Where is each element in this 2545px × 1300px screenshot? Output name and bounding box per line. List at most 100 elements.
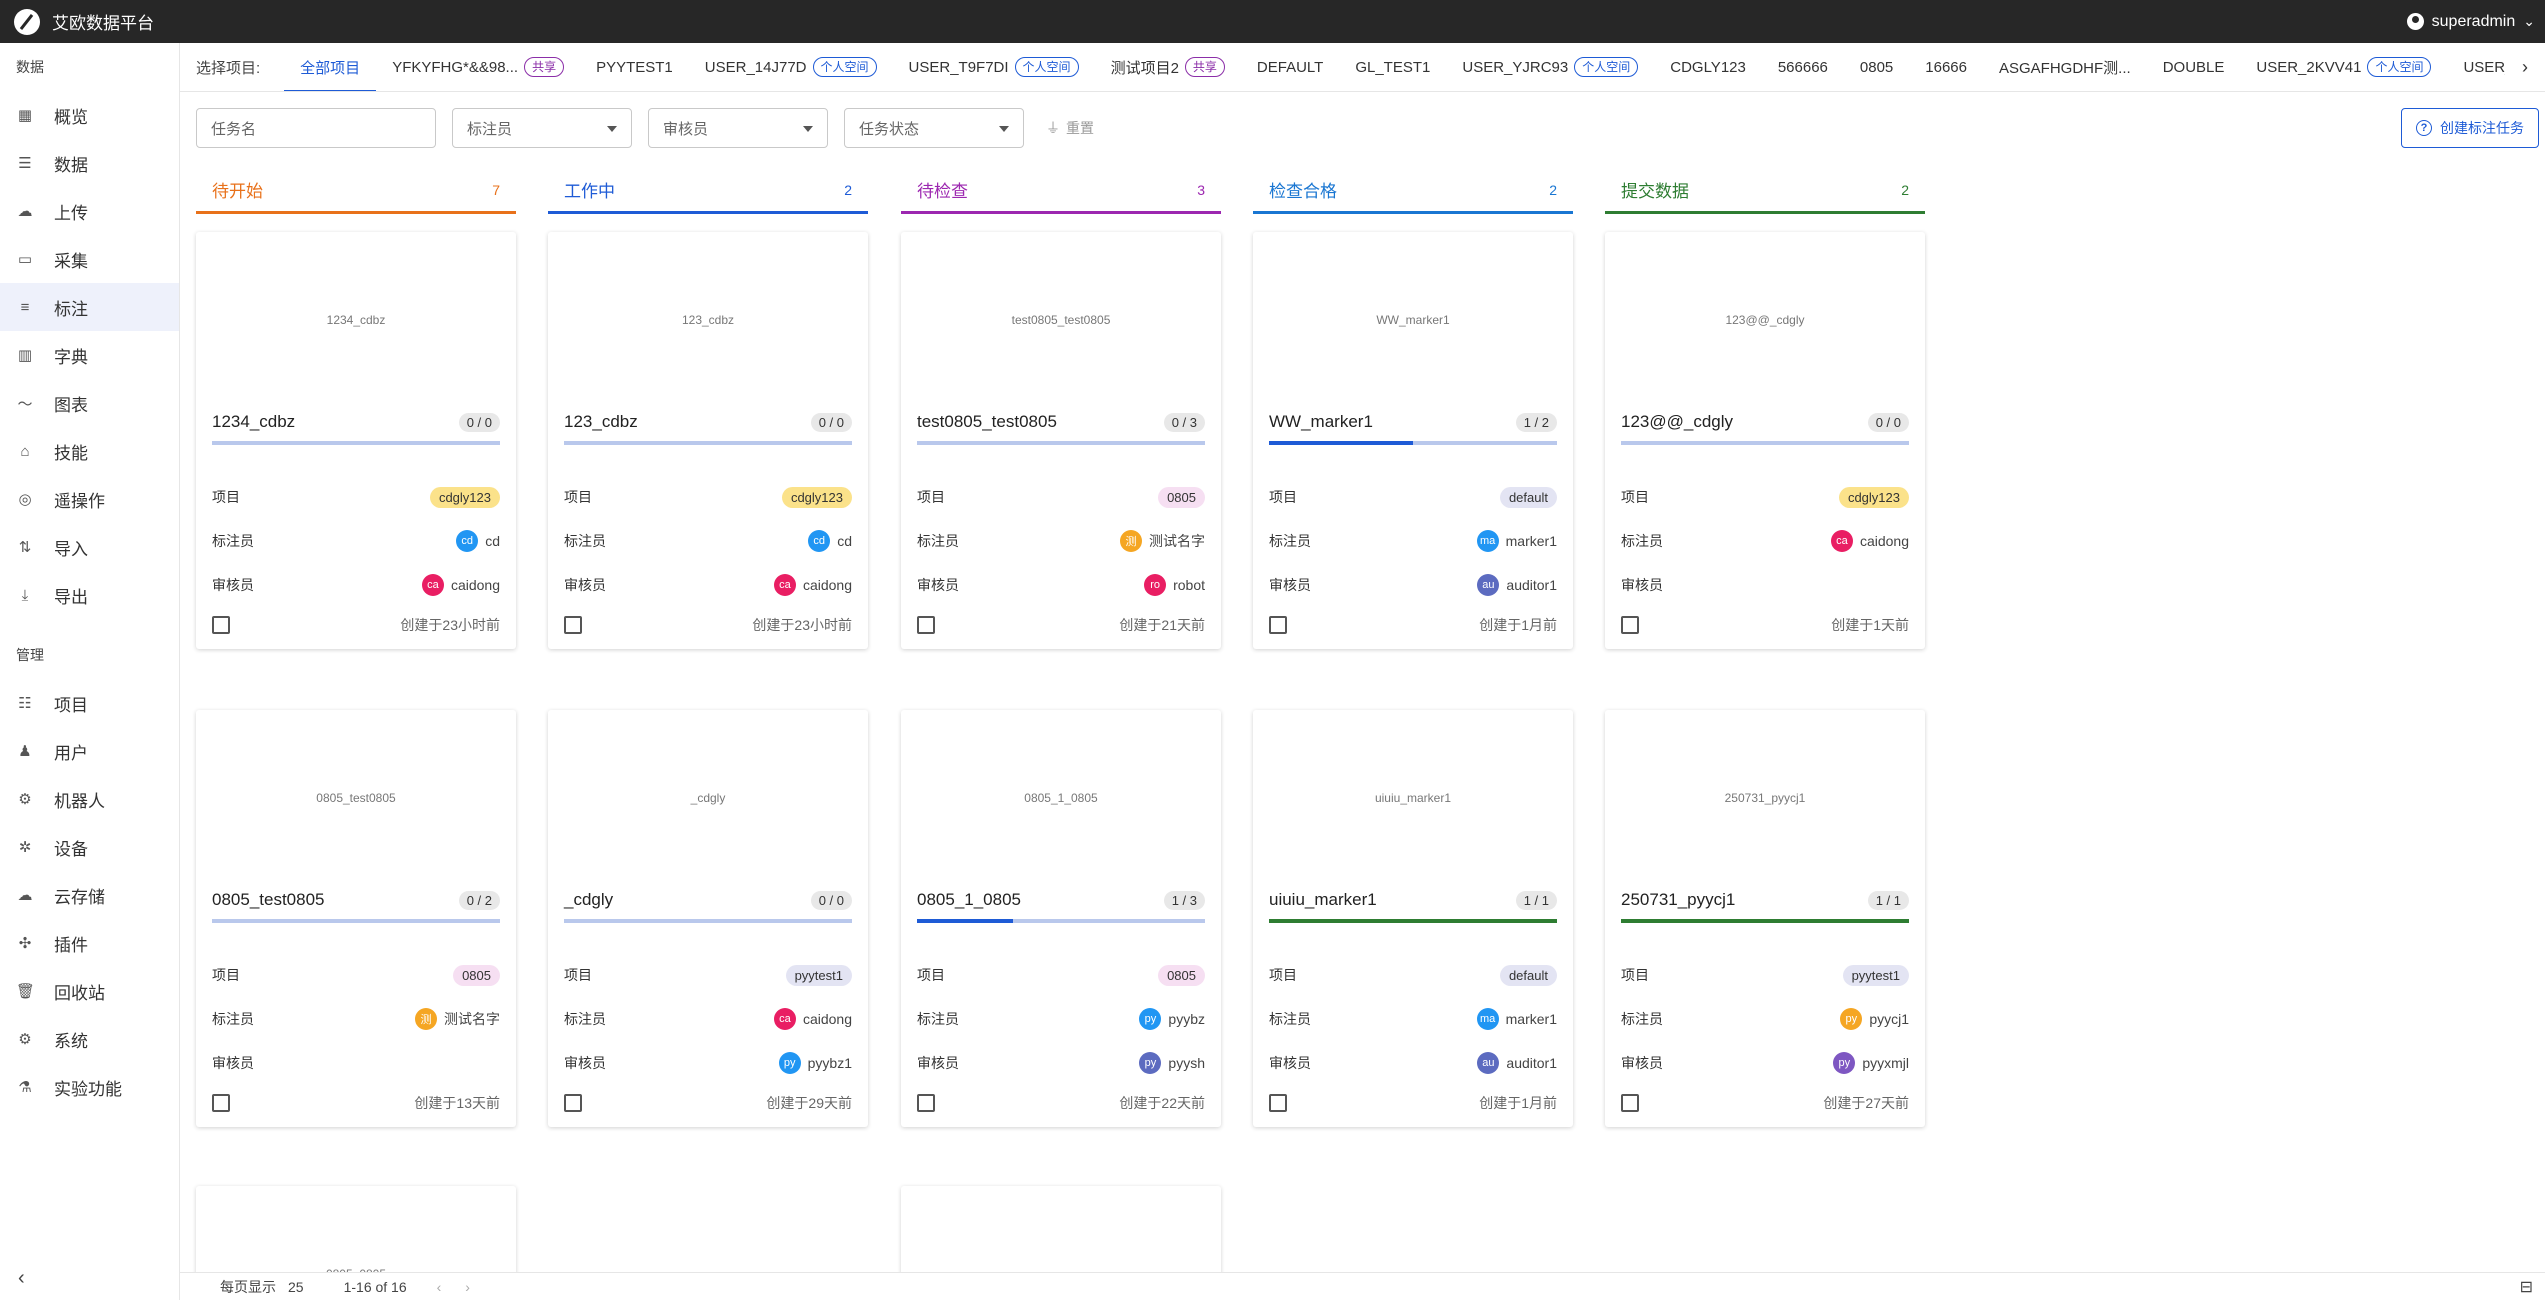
- task-name-input[interactable]: 任务名: [196, 108, 436, 148]
- project-chip[interactable]: cdgly123: [781, 486, 852, 508]
- select-checkbox[interactable]: [212, 616, 230, 634]
- select-checkbox[interactable]: [564, 616, 582, 634]
- annotator-user[interactable]: ca caidong: [1830, 530, 1909, 552]
- tab-project[interactable]: DEFAULT: [1241, 43, 1339, 91]
- status-select[interactable]: 任务状态: [844, 108, 1024, 148]
- annotator-user[interactable]: py pyycj1: [1840, 1008, 1909, 1030]
- column-settings-icon[interactable]: ⊟: [2519, 1279, 2533, 1296]
- tab-project[interactable]: 全部项目: [284, 43, 377, 91]
- project-chip[interactable]: cdgly123: [429, 486, 500, 508]
- sidebar-item-flask[interactable]: ⚗ 实验功能: [0, 1063, 179, 1111]
- sidebar-item-list[interactable]: ☰ 数据: [0, 139, 179, 187]
- card-thumbnail[interactable]: test0805_test0805: [901, 232, 1221, 407]
- task-card[interactable]: WW_marker1 WW_marker1 1 / 2 项目 default 标注员 ma m…: [1253, 232, 1573, 649]
- tab-project[interactable]: USER_14J77D 个人空间: [689, 43, 893, 91]
- card-thumbnail[interactable]: 0805_test0805: [196, 710, 516, 885]
- task-card[interactable]: 123@@_cdgly 123@@_cdgly 0 / 0 项目 cdgly123 标注员…: [1605, 232, 1925, 649]
- reviewer-select[interactable]: 审核员: [648, 108, 828, 148]
- sidebar-item-device-hub[interactable]: ✲ 设备: [0, 823, 179, 871]
- task-card[interactable]: 0805_1_0805 0805_1_0805 1 / 3 项目 0805 标注员 py py…: [901, 710, 1221, 1127]
- select-checkbox[interactable]: [917, 1094, 935, 1112]
- sidebar-item-import[interactable]: ⇅ 导入: [0, 523, 179, 571]
- sidebar-item-robot-arm[interactable]: ⚙ 机器人: [0, 775, 179, 823]
- project-chip[interactable]: 0805: [453, 964, 500, 986]
- annotator-user[interactable]: cd cd: [456, 530, 500, 552]
- tab-project[interactable]: 0805: [1844, 43, 1909, 91]
- create-annotation-task-button[interactable]: ? 创建标注任务: [2401, 108, 2539, 148]
- card-thumbnail[interactable]: WW_marker1: [1253, 232, 1573, 407]
- sidebar-item-cloud-upload[interactable]: ☁ 上传: [0, 187, 179, 235]
- select-checkbox[interactable]: [917, 616, 935, 634]
- tab-project[interactable]: USER_T9F7DI 个人空间: [893, 43, 1095, 91]
- tab-project[interactable]: 16666: [1909, 43, 1983, 91]
- task-card[interactable]: 250731_pyycj1 250731_pyycj1 1 / 1 项目 pyytest…: [1605, 710, 1925, 1127]
- reviewer-user[interactable]: ca caidong: [773, 574, 852, 596]
- task-card[interactable]: 123_cdbz 123_cdbz 0 / 0 项目 cdgly123 标注员 cd cd 审核…: [548, 232, 868, 649]
- tab-project[interactable]: 测试项目2 共享: [1095, 43, 1241, 91]
- tab-project[interactable]: YFKYFHG*&&98... 共享: [376, 43, 580, 91]
- sidebar-item-cloud[interactable]: ☁ 云存储: [0, 871, 179, 919]
- select-checkbox[interactable]: [1621, 616, 1639, 634]
- card-thumbnail[interactable]: _cdgly: [548, 710, 868, 885]
- project-chip[interactable]: 0805: [1158, 486, 1205, 508]
- sidebar-item-gamepad[interactable]: ◎ 遥操作: [0, 475, 179, 523]
- reset-button[interactable]: ⏚ 重置: [1046, 118, 1094, 138]
- sidebar-item-chart[interactable]: 〜 图表: [0, 379, 179, 427]
- sidebar-item-book[interactable]: ▥ 字典: [0, 331, 179, 379]
- card-thumbnail[interactable]: 250731_pyycj1: [1605, 710, 1925, 885]
- rows-per-page-select[interactable]: 25: [288, 1278, 304, 1295]
- tabs-scroll-right-icon[interactable]: ›: [2505, 43, 2545, 91]
- card-thumbnail[interactable]: 123_cdbz: [548, 232, 868, 407]
- sidebar-item-trash[interactable]: 🗑 回收站: [0, 967, 179, 1015]
- sidebar-item-tag[interactable]: ⌂ 技能: [0, 427, 179, 475]
- select-checkbox[interactable]: [212, 1094, 230, 1112]
- annotator-user[interactable]: ma marker1: [1476, 530, 1557, 552]
- reviewer-user[interactable]: au auditor1: [1477, 1052, 1557, 1074]
- tab-project[interactable]: CDGLY123: [1654, 43, 1762, 91]
- tab-project[interactable]: PYYTEST1: [580, 43, 689, 91]
- project-chip[interactable]: 0805: [1158, 964, 1205, 986]
- select-checkbox[interactable]: [1269, 1094, 1287, 1112]
- sidebar-item-annotate-list[interactable]: ≡ 标注: [0, 283, 179, 331]
- reviewer-user[interactable]: py pyyxmjl: [1833, 1052, 1909, 1074]
- annotator-select[interactable]: 标注员: [452, 108, 632, 148]
- tab-project[interactable]: GL_TEST1: [1339, 43, 1446, 91]
- project-chip[interactable]: default: [1499, 964, 1557, 986]
- card-thumbnail[interactable]: uiuiu_marker1: [1253, 710, 1573, 885]
- reviewer-user[interactable]: au auditor1: [1477, 574, 1557, 596]
- tab-project[interactable]: USER_YJRC93 个人空间: [1446, 43, 1654, 91]
- select-checkbox[interactable]: [564, 1094, 582, 1112]
- card-thumbnail[interactable]: 1234_cdbz: [196, 232, 516, 407]
- tab-project[interactable]: ASGAFHGDHF测...: [1983, 43, 2147, 91]
- sidebar-item-download[interactable]: ⤓ 导出: [0, 571, 179, 619]
- sidebar-item-users[interactable]: ♟ 用户: [0, 727, 179, 775]
- card-thumbnail[interactable]: 123@@_cdgly: [1605, 232, 1925, 407]
- page-arrows[interactable]: ‹›: [436, 1278, 494, 1295]
- task-card[interactable]: 0805_test0805 0805_test0805 0 / 2 项目 0805 标注员…: [196, 710, 516, 1127]
- user-menu[interactable]: superadmin ⌄: [2406, 0, 2535, 43]
- task-card[interactable]: 1234_cdbz 1234_cdbz 0 / 0 项目 cdgly123 标注员 cd cd…: [196, 232, 516, 649]
- sidebar-item-plugin[interactable]: ✣ 插件: [0, 919, 179, 967]
- card-thumbnail[interactable]: 0805_1_0805: [901, 710, 1221, 885]
- select-checkbox[interactable]: [1269, 616, 1287, 634]
- project-chip[interactable]: default: [1499, 486, 1557, 508]
- tab-project[interactable]: DOUBLE: [2147, 43, 2241, 91]
- reviewer-user[interactable]: py pyybz1: [778, 1052, 852, 1074]
- project-chip[interactable]: cdgly123: [1838, 486, 1909, 508]
- sidebar-item-project[interactable]: ☷ 项目: [0, 679, 179, 727]
- annotator-user[interactable]: py pyybz: [1139, 1008, 1205, 1030]
- sidebar-item-dashboard[interactable]: ▦ 概览: [0, 91, 179, 139]
- tab-project[interactable]: USER_2KVV41 个人空间: [2240, 43, 2447, 91]
- annotator-user[interactable]: 测测试名字: [1120, 530, 1205, 552]
- annotator-user[interactable]: ma marker1: [1476, 1008, 1557, 1030]
- task-card[interactable]: uiuiu_marker1 uiuiu_marker1 1 / 1 项目 default…: [1253, 710, 1573, 1127]
- project-chip[interactable]: pyytest1: [785, 964, 852, 986]
- annotator-user[interactable]: ca caidong: [773, 1008, 852, 1030]
- project-chip[interactable]: pyytest1: [1842, 964, 1909, 986]
- reviewer-user[interactable]: ro robot: [1144, 574, 1205, 596]
- tab-project[interactable]: 566666: [1762, 43, 1844, 91]
- sidebar-item-settings[interactable]: ⚙ 系统: [0, 1015, 179, 1063]
- sidebar-item-video-capture[interactable]: ▭ 采集: [0, 235, 179, 283]
- reviewer-user[interactable]: py pyysh: [1139, 1052, 1205, 1074]
- reviewer-user[interactable]: ca caidong: [421, 574, 500, 596]
